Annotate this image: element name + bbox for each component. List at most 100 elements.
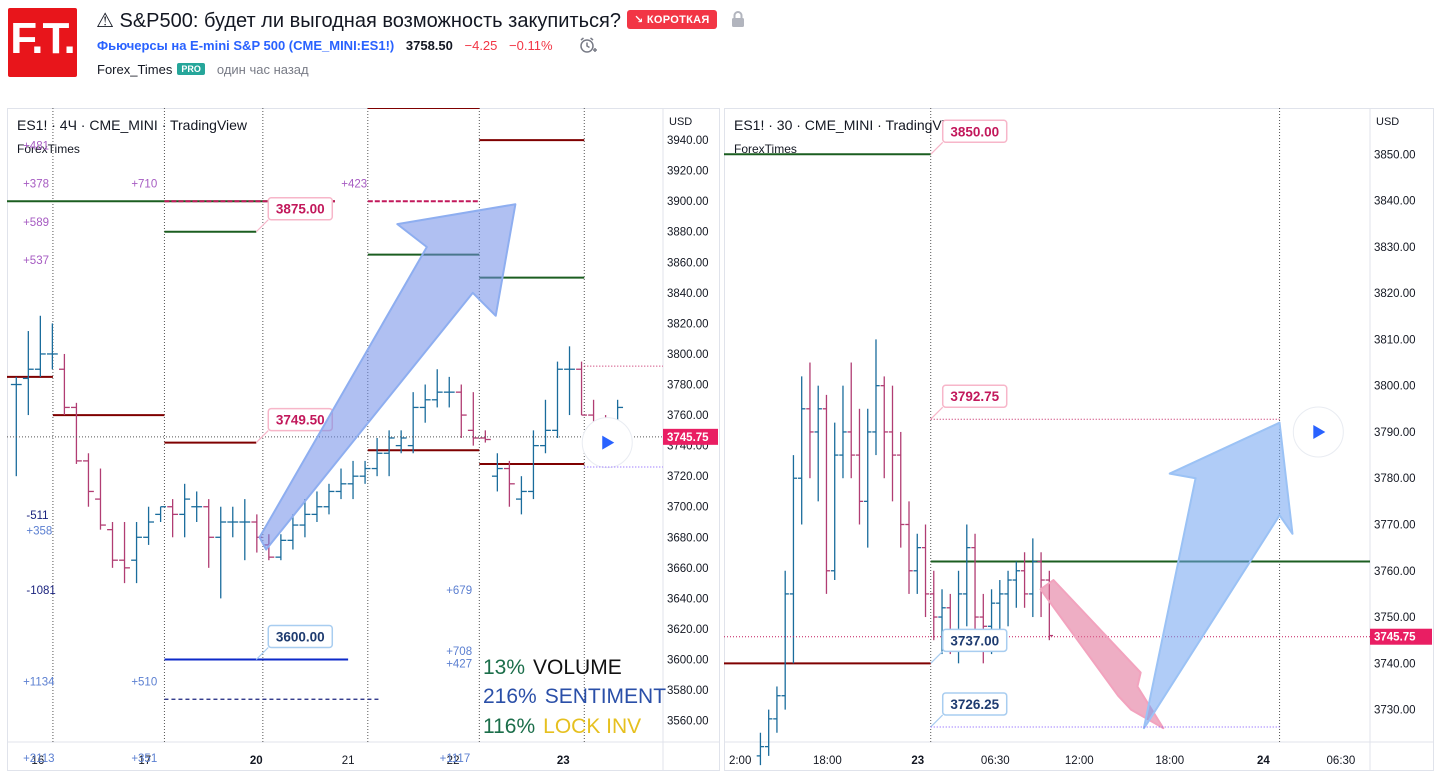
x-tick-label: 06:30 bbox=[981, 755, 1010, 767]
price-callout: 3726.25 bbox=[930, 692, 1008, 728]
price-callout: 3850.00 bbox=[930, 119, 1008, 155]
play-icon bbox=[602, 435, 615, 450]
bullish-arrow bbox=[1142, 421, 1294, 730]
author-line: Forex_Times PRO один час назад bbox=[97, 62, 309, 77]
ohlc-bar bbox=[756, 732, 765, 766]
y-tick-label: 3800.00 bbox=[1374, 381, 1416, 393]
ohlc-bar bbox=[564, 346, 575, 416]
y-tick-label: 3780.00 bbox=[1374, 473, 1416, 485]
ohlc-bar bbox=[847, 362, 855, 479]
y-tick-label: 3850.00 bbox=[1374, 149, 1416, 161]
x-tick-label: 12:00 bbox=[1065, 755, 1094, 767]
ohlc-bar bbox=[419, 384, 431, 423]
price-change-percent: −0.11% bbox=[509, 38, 553, 53]
indicator-legend-row: 13% VOLUME bbox=[483, 656, 622, 679]
volume-level-label: -511 bbox=[26, 510, 48, 522]
ohlc-bar bbox=[359, 460, 371, 484]
symbol-link[interactable]: Фьючерсы на E-mini S&P 500 (CME_MINI:ES1… bbox=[97, 38, 395, 53]
ohlc-bar bbox=[1029, 538, 1037, 618]
y-tick-label: 3820.00 bbox=[1374, 288, 1416, 300]
ohlc-bar bbox=[897, 431, 905, 548]
y-tick-label: 3730.00 bbox=[1374, 705, 1416, 717]
ohlc-bar bbox=[203, 499, 215, 568]
callout-box bbox=[941, 692, 1008, 716]
ohlc-bar bbox=[1012, 561, 1021, 608]
ohlc-bar bbox=[516, 476, 527, 515]
logo[interactable]: F.T. bbox=[8, 8, 77, 77]
author-name[interactable]: Forex_Times bbox=[97, 62, 173, 77]
ohlc-bar bbox=[95, 468, 106, 530]
play-icon bbox=[1313, 424, 1326, 439]
ohlc-bar bbox=[831, 422, 839, 581]
legend-percent: 216% bbox=[483, 685, 537, 708]
y-tick-label: 3660.00 bbox=[667, 563, 709, 575]
callout-box bbox=[941, 119, 1008, 144]
callout-label: 3850.00 bbox=[950, 124, 999, 139]
volume-level-label: +1134 bbox=[23, 677, 55, 689]
ohlc-bar bbox=[764, 709, 773, 756]
volume-level-label: +351 bbox=[131, 753, 157, 765]
y-tick-label: 3580.00 bbox=[667, 685, 709, 697]
ohlc-bar bbox=[431, 369, 443, 408]
play-button[interactable] bbox=[1292, 406, 1344, 458]
axis-currency: USD bbox=[669, 116, 692, 128]
ohlc-bar bbox=[407, 392, 419, 454]
callout-box bbox=[267, 196, 334, 221]
ohlc-bar bbox=[855, 408, 864, 525]
callout-pointer bbox=[930, 406, 944, 420]
chart-30m[interactable]: USD 3730.00 3740.00 3750.00 3760.00 3770.00 37… bbox=[724, 108, 1434, 771]
y-tick-label: 3720.00 bbox=[667, 471, 709, 483]
x-tick-label: 2:00 bbox=[729, 755, 751, 767]
ohlc-bar bbox=[71, 402, 82, 464]
y-tick-label: 3600.00 bbox=[667, 655, 709, 667]
ohlc-bar bbox=[155, 506, 167, 523]
ohlc-bar bbox=[552, 361, 563, 438]
y-tick-label: 3760.00 bbox=[1374, 566, 1416, 578]
y-tick-label: 3680.00 bbox=[667, 532, 709, 544]
callout-label: 3726.25 bbox=[950, 697, 999, 712]
volume-level-label: +427 bbox=[446, 658, 472, 670]
x-tick-label: 16 bbox=[31, 755, 44, 767]
ohlc-bar bbox=[107, 522, 118, 568]
pro-badge: PRO bbox=[177, 63, 205, 75]
ohlc-bar bbox=[1020, 552, 1029, 608]
ohlc-bar bbox=[930, 570, 938, 641]
price-callout: 3749.50 bbox=[255, 407, 334, 443]
volume-level-label: -1081 bbox=[26, 585, 55, 597]
callout-box bbox=[267, 624, 334, 649]
ohlc-bar bbox=[215, 506, 227, 599]
ohlc-bar bbox=[921, 524, 930, 618]
y-tick-label: 3560.00 bbox=[667, 716, 709, 728]
ohlc-bar bbox=[528, 430, 539, 500]
ohlc-bar bbox=[963, 524, 971, 627]
y-tick-label: 3790.00 bbox=[1374, 427, 1416, 439]
ohlc-bar bbox=[839, 385, 847, 479]
y-tick-label: 3770.00 bbox=[1374, 519, 1416, 531]
ohlc-bar bbox=[814, 385, 822, 502]
y-tick-label: 3860.00 bbox=[667, 257, 709, 269]
play-button[interactable] bbox=[581, 417, 633, 469]
legend-percent: 116% bbox=[483, 715, 535, 738]
callout-pointer bbox=[255, 430, 269, 443]
callout-label: 3875.00 bbox=[276, 202, 325, 217]
logo-text: F.T. bbox=[10, 14, 75, 63]
ohlc-bar bbox=[467, 392, 479, 446]
ohlc-bar bbox=[1004, 570, 1012, 627]
ohlc-bar bbox=[880, 376, 888, 479]
volume-level-label: +679 bbox=[446, 585, 472, 597]
volume-level-label: +537 bbox=[23, 255, 49, 267]
ohlc-bar bbox=[287, 514, 299, 550]
ohlc-bar bbox=[58, 353, 70, 416]
ohlc-bar bbox=[191, 491, 203, 523]
last-price-tag bbox=[663, 428, 718, 445]
x-tick-label: 18:00 bbox=[813, 755, 842, 767]
chart-4h[interactable]: USD 3560.00 3580.00 3600.00 3620.00 3640.00 36… bbox=[7, 108, 720, 771]
x-tick-label: 18:00 bbox=[1155, 755, 1184, 767]
ohlc-bar bbox=[395, 430, 407, 454]
y-tick-label: 3830.00 bbox=[1374, 242, 1416, 254]
alarm-clock-icon[interactable] bbox=[578, 36, 598, 56]
x-tick-label: 22 bbox=[447, 755, 460, 767]
axis-currency: USD bbox=[1376, 116, 1399, 128]
callout-pointer bbox=[255, 647, 269, 660]
y-tick-label: 3620.00 bbox=[667, 624, 709, 636]
